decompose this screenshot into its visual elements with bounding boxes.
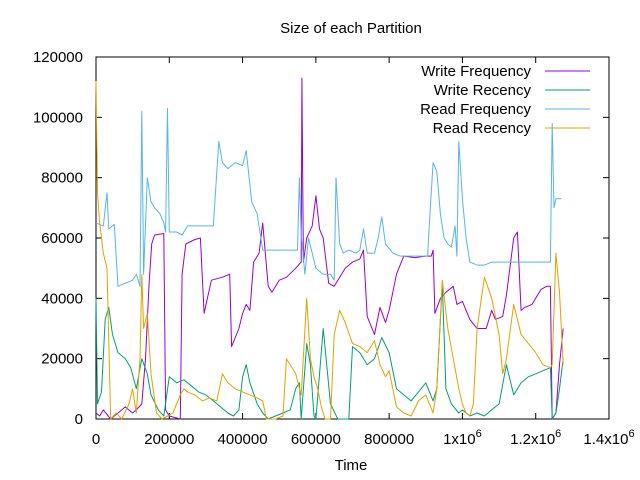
y-tick-label: 60000 — [41, 230, 83, 247]
series-line-write-recency — [95, 282, 564, 420]
y-tick-label: 40000 — [41, 290, 83, 307]
y-axis: 0 20000 40000 60000 80000 100000 120000 — [33, 49, 609, 428]
x-tick-label: 200000 — [144, 431, 194, 448]
series-line-read-frequency — [95, 107, 562, 287]
x-tick-label: 0 — [92, 431, 100, 448]
x-tick-label: 1.4x106 — [583, 428, 634, 448]
chart-title: Size of each Partition — [280, 20, 422, 37]
x-axis-label: Time — [335, 457, 368, 474]
x-tick-label: 1x106 — [443, 428, 482, 448]
legend-label-write-recency: Write Recency — [434, 82, 532, 99]
plot-frame — [95, 56, 610, 420]
series-lines — [95, 77, 564, 420]
y-tick-label: 0 — [75, 411, 83, 428]
y-tick-label: 100000 — [33, 109, 83, 126]
y-tick-label: 120000 — [33, 49, 83, 66]
x-tick-label: 400000 — [218, 431, 268, 448]
y-tick-label: 20000 — [41, 351, 83, 368]
y-tick-label: 80000 — [41, 170, 83, 187]
legend: Write Frequency Write Recency Read Frequen… — [420, 63, 590, 137]
series-line-read-recency — [95, 81, 564, 420]
plot-border — [95, 56, 610, 420]
legend-label-read-frequency: Read Frequency — [420, 101, 531, 118]
x-tick-label: 800000 — [364, 431, 414, 448]
legend-label-read-recency: Read Recency — [433, 120, 532, 137]
x-tick-label: 600000 — [291, 431, 341, 448]
series-line-write-frequency — [95, 77, 564, 420]
x-axis: 0 200000 400000 600000 800000 1x106 1.2x106 1.4… — [92, 57, 635, 448]
legend-label-write-frequency: Write Frequency — [421, 63, 531, 80]
x-tick-label: 1.2x106 — [510, 428, 561, 448]
